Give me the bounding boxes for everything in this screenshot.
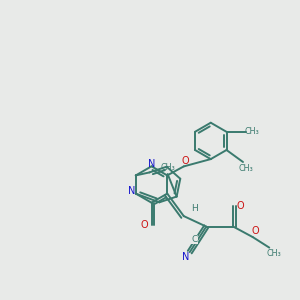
Text: N: N <box>182 253 189 262</box>
Text: N: N <box>148 159 155 169</box>
Text: CH₃: CH₃ <box>266 249 281 258</box>
Text: O: O <box>182 156 189 166</box>
Text: O: O <box>252 226 260 236</box>
Text: CH₃: CH₃ <box>160 163 175 172</box>
Text: CH₃: CH₃ <box>238 164 253 173</box>
Text: N: N <box>128 186 136 196</box>
Text: O: O <box>140 220 148 230</box>
Text: CH₃: CH₃ <box>244 127 259 136</box>
Text: H: H <box>191 204 198 213</box>
Text: C: C <box>192 235 198 244</box>
Text: O: O <box>236 201 244 211</box>
